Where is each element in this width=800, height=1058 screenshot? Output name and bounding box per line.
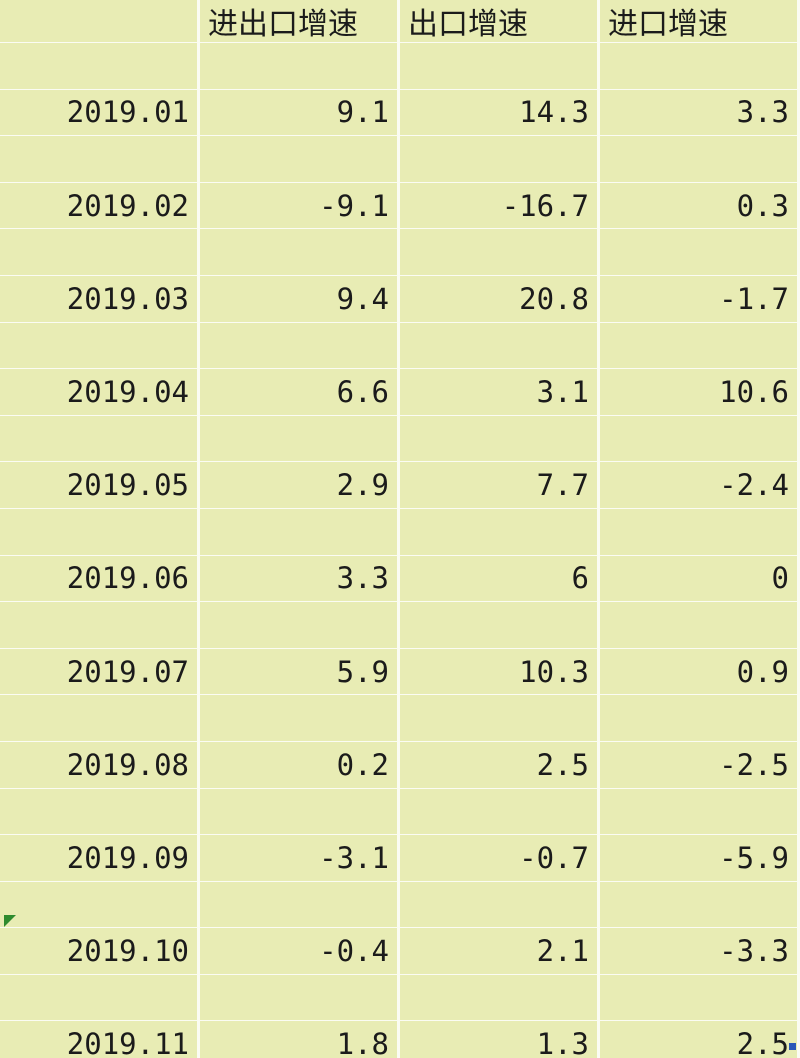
total-growth-cell[interactable]: -9.1 bbox=[200, 182, 397, 229]
total-growth-cell[interactable]: 9.1 bbox=[200, 89, 397, 136]
empty-cell[interactable] bbox=[200, 602, 397, 648]
date-cell[interactable]: 2019.08 bbox=[0, 741, 197, 788]
empty-cell[interactable] bbox=[600, 602, 797, 648]
empty-cell[interactable] bbox=[400, 229, 597, 275]
empty-cell[interactable] bbox=[200, 788, 397, 835]
export-growth-cell[interactable]: -0.7 bbox=[400, 835, 597, 881]
empty-cell[interactable] bbox=[600, 881, 797, 928]
export-growth-cell[interactable]: 2.1 bbox=[400, 928, 597, 974]
export-growth-cell[interactable]: 10.3 bbox=[400, 648, 597, 695]
empty-cell[interactable] bbox=[600, 788, 797, 835]
import-growth-cell[interactable]: 0 bbox=[600, 555, 797, 602]
empty-cell[interactable] bbox=[200, 322, 397, 369]
total-growth-cell[interactable]: 3.3 bbox=[200, 555, 397, 602]
empty-cell[interactable] bbox=[200, 974, 397, 1021]
empty-cell[interactable] bbox=[200, 508, 397, 555]
date-cell[interactable]: 2019.09 bbox=[0, 835, 197, 881]
empty-cell[interactable] bbox=[200, 43, 397, 89]
empty-cell[interactable] bbox=[0, 881, 197, 928]
empty-cell[interactable] bbox=[400, 43, 597, 89]
empty-cell[interactable] bbox=[400, 322, 597, 369]
empty-cell[interactable] bbox=[400, 602, 597, 648]
empty-cell[interactable] bbox=[0, 508, 197, 555]
empty-cell[interactable] bbox=[400, 881, 597, 928]
import-growth-cell[interactable]: 3.3 bbox=[600, 89, 797, 136]
empty-cell[interactable] bbox=[0, 229, 197, 275]
total-growth-cell[interactable]: 9.4 bbox=[200, 275, 397, 322]
export-growth-cell[interactable]: 3.1 bbox=[400, 369, 597, 415]
empty-cell[interactable] bbox=[200, 136, 397, 182]
date-cell[interactable]: 2019.11 bbox=[0, 1021, 197, 1058]
total-growth-cell[interactable]: 6.6 bbox=[200, 369, 397, 415]
empty-cell[interactable] bbox=[400, 695, 597, 741]
empty-cell[interactable] bbox=[200, 695, 397, 741]
total-growth-cell[interactable]: -0.4 bbox=[200, 928, 397, 974]
export-growth-cell[interactable]: 1.3 bbox=[400, 1021, 597, 1058]
empty-cell[interactable] bbox=[200, 881, 397, 928]
total-growth-cell[interactable]: -3.1 bbox=[200, 835, 397, 881]
total-growth-cell[interactable]: 5.9 bbox=[200, 648, 397, 695]
export-growth-cell[interactable]: 2.5 bbox=[400, 741, 597, 788]
total-growth-cell[interactable]: 0.2 bbox=[200, 741, 397, 788]
date-cell[interactable]: 2019.07 bbox=[0, 648, 197, 695]
date-cell[interactable]: 2019.02 bbox=[0, 182, 197, 229]
empty-cell[interactable] bbox=[0, 136, 197, 182]
empty-cell[interactable] bbox=[600, 322, 797, 369]
empty-cell[interactable] bbox=[600, 415, 797, 462]
date-cell[interactable]: 2019.05 bbox=[0, 462, 197, 508]
empty-cell[interactable] bbox=[600, 229, 797, 275]
header-cell-corner[interactable] bbox=[0, 0, 197, 42]
date-cell[interactable]: 2019.04 bbox=[0, 369, 197, 415]
empty-cell[interactable] bbox=[400, 508, 597, 555]
import-growth-cell[interactable]: 0.9 bbox=[600, 648, 797, 695]
date-cell[interactable]: 2019.01 bbox=[0, 89, 197, 136]
total-growth-cell[interactable]: 2.9 bbox=[200, 462, 397, 508]
empty-cell[interactable] bbox=[0, 322, 197, 369]
empty-cell[interactable] bbox=[200, 415, 397, 462]
header-cell-total-growth[interactable]: 进出口增速 bbox=[200, 0, 397, 42]
total-growth-cell[interactable]: 1.8 bbox=[200, 1021, 397, 1058]
empty-cell[interactable] bbox=[0, 602, 197, 648]
empty-cell[interactable] bbox=[0, 974, 197, 1021]
empty-cell[interactable] bbox=[0, 695, 197, 741]
empty-cell[interactable] bbox=[0, 788, 197, 835]
empty-cell[interactable] bbox=[400, 974, 597, 1021]
date-cell[interactable]: 2019.10 bbox=[0, 928, 197, 974]
empty-cell[interactable] bbox=[400, 788, 597, 835]
date-cell[interactable]: 2019.03 bbox=[0, 275, 197, 322]
empty-cell[interactable] bbox=[400, 136, 597, 182]
empty-cell[interactable] bbox=[600, 508, 797, 555]
export-growth-cell[interactable]: 6 bbox=[400, 555, 597, 602]
empty-cell[interactable] bbox=[0, 415, 197, 462]
date-cell[interactable]: 2019.06 bbox=[0, 555, 197, 602]
header-cell-export-growth[interactable]: 出口增速 bbox=[400, 0, 597, 42]
export-growth-cell[interactable]: -16.7 bbox=[400, 182, 597, 229]
export-growth-cell[interactable]: 14.3 bbox=[400, 89, 597, 136]
empty-cell[interactable] bbox=[600, 695, 797, 741]
empty-cell[interactable] bbox=[600, 43, 797, 89]
import-growth-cell[interactable]: -2.4 bbox=[600, 462, 797, 508]
import-growth-cell[interactable]: -3.3 bbox=[600, 928, 797, 974]
import-growth-cell[interactable]: -2.5 bbox=[600, 741, 797, 788]
empty-cell[interactable] bbox=[200, 229, 397, 275]
empty-cell[interactable] bbox=[600, 136, 797, 182]
export-growth-cell[interactable]: 20.8 bbox=[400, 275, 597, 322]
import-growth-cell[interactable]: -1.7 bbox=[600, 275, 797, 322]
comment-indicator-icon[interactable] bbox=[4, 915, 16, 927]
empty-cell[interactable] bbox=[0, 43, 197, 89]
export-growth-cell[interactable]: 7.7 bbox=[400, 462, 597, 508]
empty-cell[interactable] bbox=[600, 974, 797, 1021]
empty-cell[interactable] bbox=[400, 415, 597, 462]
header-cell-import-growth[interactable]: 进口增速 bbox=[600, 0, 797, 42]
import-growth-cell[interactable]: 0.3 bbox=[600, 182, 797, 229]
fill-handle-icon[interactable] bbox=[789, 1043, 796, 1050]
import-growth-cell[interactable]: -5.9 bbox=[600, 835, 797, 881]
import-growth-cell[interactable]: 10.6 bbox=[600, 369, 797, 415]
import-growth-cell[interactable]: 2.5 bbox=[600, 1021, 797, 1058]
